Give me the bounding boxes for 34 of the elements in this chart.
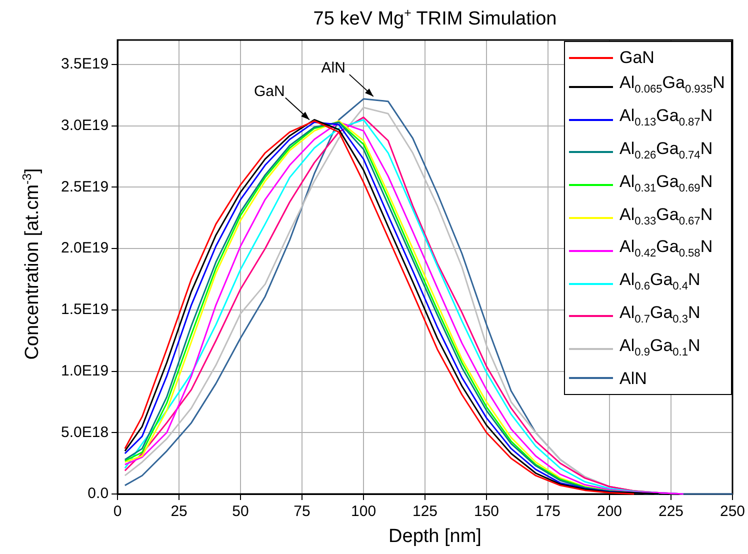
x-tick-label: 75 — [294, 503, 310, 520]
legend-label: Al$_{0.065}$Ga$_{0.935}$N — [619, 72, 725, 98]
x-tick-label: 100 — [351, 503, 376, 520]
y-tick-label: 1.5E19 — [60, 301, 109, 318]
y-tick-label: 2.5E19 — [60, 178, 109, 196]
x-tick-label: 250 — [720, 503, 745, 520]
legend-label: Al$_{0.6}$Ga$_{0.4}$N — [619, 269, 700, 295]
legend-label: AlN — [619, 368, 647, 390]
annotation: GaN — [254, 82, 285, 100]
annotation: AlN — [321, 60, 346, 77]
legend-label: Al$_{0.42}$Ga$_{0.58}$N — [619, 236, 713, 262]
x-tick-label: 150 — [474, 503, 500, 520]
x-tick-label: 0 — [113, 503, 122, 520]
legend-label: Al$_{0.9}$Ga$_{0.1}$N — [619, 334, 700, 360]
x-tick-label: 50 — [232, 503, 249, 520]
legend-label: GaN — [619, 47, 654, 69]
legend-label: Al$_{0.33}$Ga$_{0.67}$N — [619, 204, 713, 229]
chart-title: 75 keV Mg$^{+}$ TRIM Simulation — [312, 6, 558, 30]
y-tick-label: 5.0E18 — [60, 424, 109, 441]
y-tick-label: 0.0 — [88, 485, 109, 502]
x-tick-label: 175 — [535, 503, 561, 520]
x-tick-label: 25 — [170, 503, 188, 520]
y-tick-label: 2.0E19 — [60, 240, 109, 257]
legend-label: Al$_{0.31}$Ga$_{0.69}$N — [619, 170, 713, 196]
legend-label: Al$_{0.7}$Ga$_{0.3}$N — [619, 302, 700, 328]
x-axis-title: Depth [nm] — [388, 526, 482, 548]
y-tick-label: 3.5E19 — [60, 56, 109, 73]
x-tick-label: 125 — [412, 503, 438, 520]
y-tick-label: 1.0E19 — [60, 362, 109, 380]
x-tick-label: 225 — [658, 503, 684, 520]
legend-label: Al$_{0.26}$Ga$_{0.74}$N — [619, 138, 713, 164]
x-tick-label: 200 — [596, 503, 622, 520]
y-tick-label: 3.0E19 — [60, 117, 109, 134]
legend-label: Al$_{0.13}$Ga$_{0.87}$N — [619, 105, 713, 131]
